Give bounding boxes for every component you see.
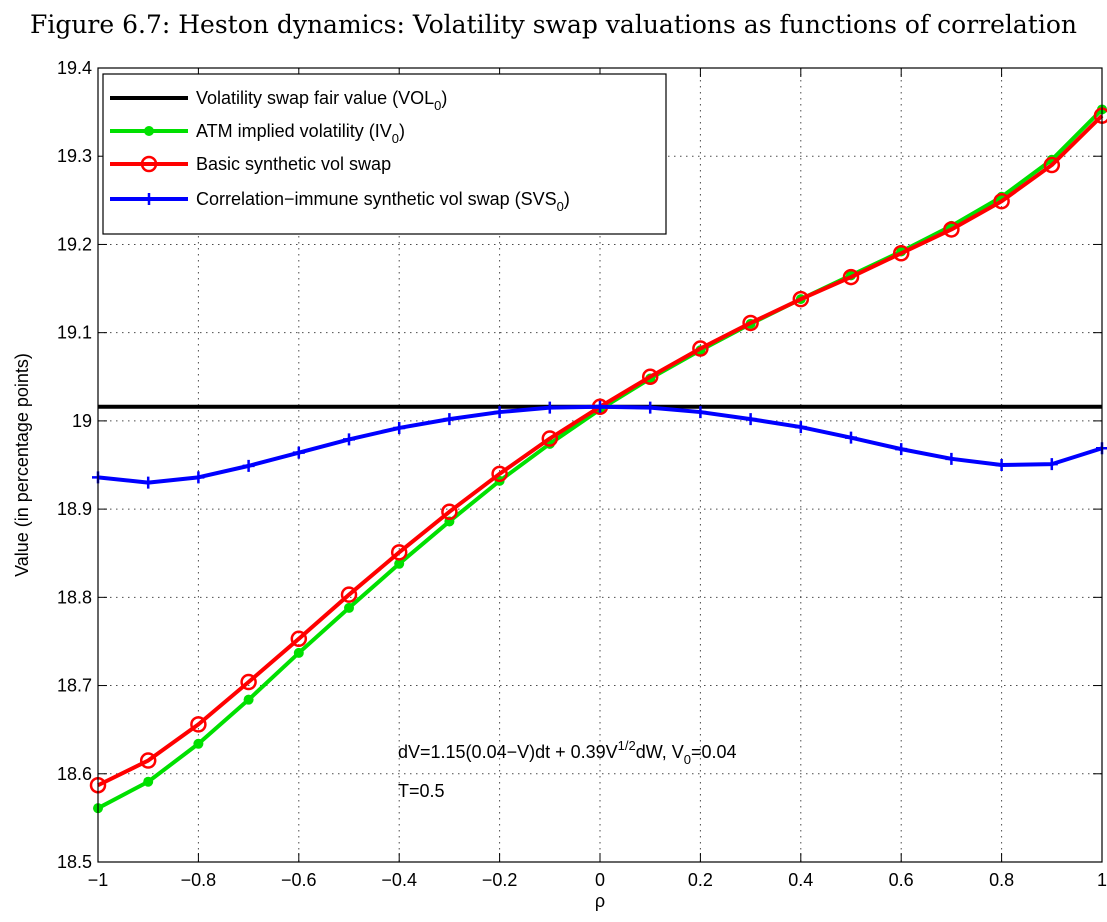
y-tick-label: 19.1 [57,323,92,343]
data-point [143,776,154,787]
y-tick-label: 18.8 [57,587,92,607]
x-tick-labels: −1 −0.8 −0.6 −0.4 −0.2 0 0.2 0.4 0.6 0.8 1 [88,870,1107,890]
data-point [393,421,406,434]
parameter-annotation: dV=1.15(0.04−V)dt + 0.39V1/2dW, V0=0.04 … [398,738,737,801]
legend-swatch-marker [143,193,155,205]
y-axis-label: Value (in percentage points) [12,353,32,577]
y-tick-label: 18.9 [57,499,92,519]
annotation-line-2: T=0.5 [398,781,445,801]
data-point [443,413,456,426]
x-tick-label: −0.2 [482,870,518,890]
x-tick-label: −0.8 [181,870,217,890]
y-tick-label: 19.4 [57,58,92,78]
y-tick-label: 19.3 [57,146,92,166]
data-point [491,465,508,483]
x-axis-label: ρ [595,891,605,911]
x-tick-label: 0.2 [688,870,713,890]
data-point [692,340,709,357]
data-point [493,406,506,419]
data-point [943,221,960,238]
data-point [842,268,860,286]
data-point [1043,156,1061,174]
legend-item-0: Volatility swap fair value (VOL0) [110,88,447,113]
y-tick-label: 18.6 [57,764,92,784]
data-point [441,503,458,521]
data-point [293,647,304,658]
x-tick-label: 0.4 [788,870,813,890]
x-tick-label: 1 [1097,870,1107,890]
legend-swatch-marker [140,155,158,173]
data-point [142,476,155,489]
legend-swatch-marker [144,126,154,136]
data-point [139,752,157,769]
data-point [190,716,207,733]
data-point [794,421,807,434]
data-point [240,673,257,691]
x-tick-label: 0 [595,870,605,890]
legend-label: ATM implied volatility (IV0) [196,121,405,146]
legend-box [102,73,667,235]
data-point [744,413,757,426]
data-point [344,602,354,613]
legend-item-1: ATM implied volatility (IV0) [110,121,405,146]
legend: Volatility swap fair value (VOL0) ATM imp… [102,73,667,235]
x-tick-label: 0.6 [889,870,914,890]
data-point [242,459,255,472]
x-tick-label: −1 [88,870,109,890]
y-tick-label: 19 [72,411,92,431]
data-point [694,406,707,419]
data-point [290,630,308,648]
data-point [394,558,405,569]
data-point [541,430,559,447]
x-tick-label: 0.8 [989,870,1014,890]
data-point [742,314,759,332]
figure-title: Figure 6.7: Heston dynamics: Volatility … [29,10,1078,39]
data-point [792,290,810,308]
data-point [845,431,857,444]
data-point [1045,458,1058,471]
data-point [644,401,657,414]
data-point [340,586,358,603]
data-point [243,694,254,705]
legend-item-3: Correlation−immune synthetic vol swap (S… [110,189,570,214]
data-point [390,544,408,561]
data-point [945,452,958,465]
legend-label: Basic synthetic vol swap [196,154,391,174]
annotation-line-1: dV=1.15(0.04−V)dt + 0.39V1/2dW, V0=0.04 [398,738,737,767]
x-tick-label: −0.6 [281,870,317,890]
data-point [892,245,910,262]
y-tick-label: 18.7 [57,676,92,696]
data-point [292,446,305,459]
legend-label: Volatility swap fair value (VOL0) [196,88,447,113]
data-point [193,738,204,749]
data-point [895,443,908,456]
y-tick-label: 19.2 [57,234,92,254]
data-point [594,400,606,413]
data-point [543,401,556,414]
legend-item-2: Basic synthetic vol swap [110,154,391,174]
data-point [343,433,355,446]
data-point [995,459,1008,471]
data-point [993,192,1010,210]
y-tick-labels: 18.5 18.6 18.7 18.8 18.9 19 19.1 19.2 19.3 19.4 [57,58,92,872]
data-point [192,471,205,484]
ticks [97,67,1103,863]
series-layer [89,104,1107,814]
y-tick-label: 18.5 [57,852,92,872]
data-point [641,368,659,386]
legend-label: Correlation−immune synthetic vol swap (S… [196,189,570,214]
x-tick-label: −0.4 [381,870,417,890]
